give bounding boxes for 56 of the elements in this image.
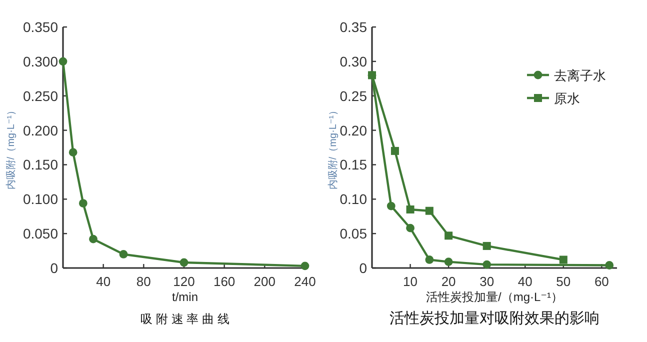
- y-tick-label: 0.30: [340, 53, 368, 70]
- point: [559, 256, 568, 264]
- y-tick-label: 0.350: [22, 19, 58, 35]
- y-axis-title: 内吸附/（mg·L⁻¹）: [327, 105, 339, 190]
- x-tick-label: 60: [594, 274, 609, 289]
- point: [368, 71, 376, 80]
- point: [68, 148, 78, 157]
- point: [482, 260, 492, 269]
- point: [425, 256, 434, 264]
- x-axis-title: 活性炭投加量/（mg·L⁻¹）: [426, 290, 564, 304]
- x-tick-label: 20: [441, 274, 456, 289]
- y-tick-label: 0.300: [22, 53, 58, 70]
- y-axis-title: 内吸附/（mg·L⁻¹）: [5, 105, 17, 190]
- point: [444, 258, 453, 266]
- point: [425, 206, 434, 215]
- y-tick-label: 0.35: [340, 19, 368, 35]
- point: [180, 258, 188, 267]
- x-tick-label: 200: [254, 274, 276, 289]
- point: [78, 199, 88, 208]
- x-tick-label: 40: [518, 274, 532, 289]
- x-tick-label: 120: [173, 274, 195, 289]
- x-tick-label: 30: [480, 274, 494, 289]
- y-tick-label: 0.100: [22, 191, 58, 208]
- y-tick-label: 0.050: [22, 226, 58, 242]
- y-tick-label: 0.150: [22, 156, 58, 173]
- point: [300, 262, 310, 270]
- y-tick-label: 0.20: [340, 122, 368, 138]
- text: 吸 附 速 率 曲 线: [140, 312, 230, 326]
- x-tick-label: 160: [213, 274, 236, 289]
- x-tick-label: 50: [556, 274, 571, 289]
- point: [444, 232, 453, 240]
- point: [119, 250, 128, 258]
- y-tick-label: 0.15: [340, 156, 368, 173]
- y-tick-label: 0.05: [340, 226, 368, 242]
- y-tick-label: 0: [359, 260, 368, 276]
- legend-label: 去离子水: [554, 68, 606, 83]
- point: [406, 224, 414, 232]
- x-tick-label: 240: [294, 274, 316, 289]
- x-axis-title: t/min: [172, 290, 198, 304]
- legend-label: 原水: [554, 91, 580, 106]
- point: [390, 146, 399, 155]
- point: [89, 234, 98, 244]
- x-tick-label: 40: [96, 274, 111, 289]
- point: [482, 242, 491, 250]
- x-tick-label: 10: [403, 274, 418, 289]
- y-tick-label: 0: [50, 260, 58, 276]
- y-tick-label: 0.10: [340, 191, 368, 208]
- point: [406, 205, 414, 214]
- point: [605, 261, 614, 270]
- y-tick-label: 0.25: [340, 88, 368, 104]
- point: [386, 202, 396, 210]
- point: [58, 57, 68, 66]
- y-tick-label: 0.200: [22, 122, 58, 138]
- y-tick-label: 0.250: [22, 88, 58, 104]
- x-tick-label: 80: [136, 274, 151, 289]
- text: 活性炭投加量对吸附效果的影响: [390, 310, 600, 327]
